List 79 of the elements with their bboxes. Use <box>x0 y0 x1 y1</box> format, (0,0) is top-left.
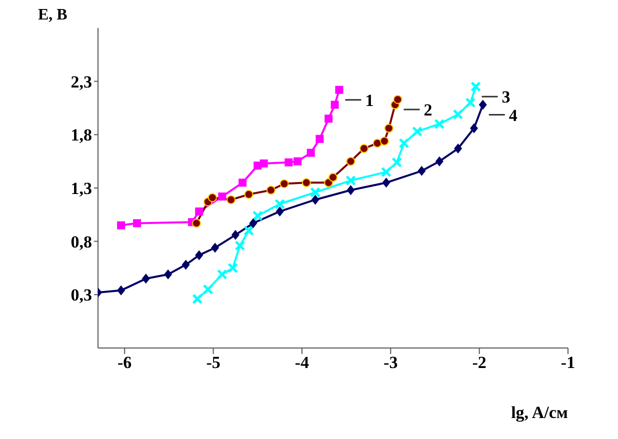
x-axis-title: lg, A/см <box>511 403 568 422</box>
point <box>434 118 445 130</box>
point <box>249 218 258 228</box>
point <box>133 219 142 228</box>
point <box>117 285 126 296</box>
point <box>324 114 333 123</box>
point <box>266 186 276 195</box>
point <box>345 175 356 186</box>
point <box>393 94 402 104</box>
point <box>226 195 236 204</box>
point <box>195 250 204 260</box>
point <box>384 124 394 133</box>
point <box>372 138 382 148</box>
y-tick-label: 0,3 <box>70 286 92 305</box>
point <box>284 158 293 166</box>
y-tick-label: 2,3 <box>70 72 92 92</box>
point <box>478 100 487 110</box>
point <box>280 179 289 188</box>
point <box>228 262 238 274</box>
point <box>311 194 320 205</box>
point <box>208 193 217 202</box>
y-tick-label: 0,8 <box>70 232 92 252</box>
point <box>216 269 228 280</box>
point <box>346 185 355 196</box>
point <box>192 294 203 304</box>
y-tick-label: 1,3 <box>70 179 92 198</box>
point <box>316 134 324 143</box>
point <box>470 123 478 134</box>
point <box>142 274 150 284</box>
point <box>274 198 286 210</box>
point <box>382 178 390 188</box>
point <box>192 218 201 228</box>
point <box>392 157 402 168</box>
x-tick-label: -1 <box>560 353 576 372</box>
point <box>117 221 126 230</box>
series-label: 4 <box>508 106 518 125</box>
point <box>418 166 426 176</box>
point <box>252 210 263 221</box>
point <box>380 166 392 178</box>
x-tick-label: -6 <box>118 353 132 372</box>
point <box>164 269 172 280</box>
series-label: 3 <box>502 88 510 107</box>
point <box>244 225 254 236</box>
point <box>435 156 444 166</box>
x-tick-label: -4 <box>294 353 310 372</box>
point <box>302 178 311 188</box>
x-tick-label: -2 <box>472 353 486 372</box>
point <box>335 86 344 94</box>
point <box>310 187 321 198</box>
point <box>202 284 214 295</box>
x-tick-label: -5 <box>206 353 220 372</box>
y-axis-title: E, B <box>38 6 68 24</box>
point <box>231 230 240 240</box>
series-label: 1 <box>365 90 374 110</box>
point <box>412 126 422 137</box>
point <box>470 81 482 92</box>
point <box>454 144 462 154</box>
point <box>360 144 369 154</box>
point <box>244 190 254 199</box>
point <box>276 206 284 216</box>
point <box>260 159 268 168</box>
point <box>398 138 410 148</box>
point <box>380 136 389 146</box>
point <box>328 172 338 182</box>
point <box>306 148 315 157</box>
x-tick-label: -3 <box>384 353 398 372</box>
point <box>238 178 247 187</box>
point <box>465 97 476 108</box>
point <box>452 109 464 120</box>
point <box>182 260 190 270</box>
point <box>294 157 302 166</box>
point <box>234 240 246 251</box>
point <box>195 207 204 216</box>
point <box>218 192 226 201</box>
point <box>346 156 356 166</box>
point <box>211 242 220 253</box>
series-label: 2 <box>424 100 432 120</box>
point <box>330 100 339 109</box>
y-tick-label: 1,8 <box>70 126 92 145</box>
